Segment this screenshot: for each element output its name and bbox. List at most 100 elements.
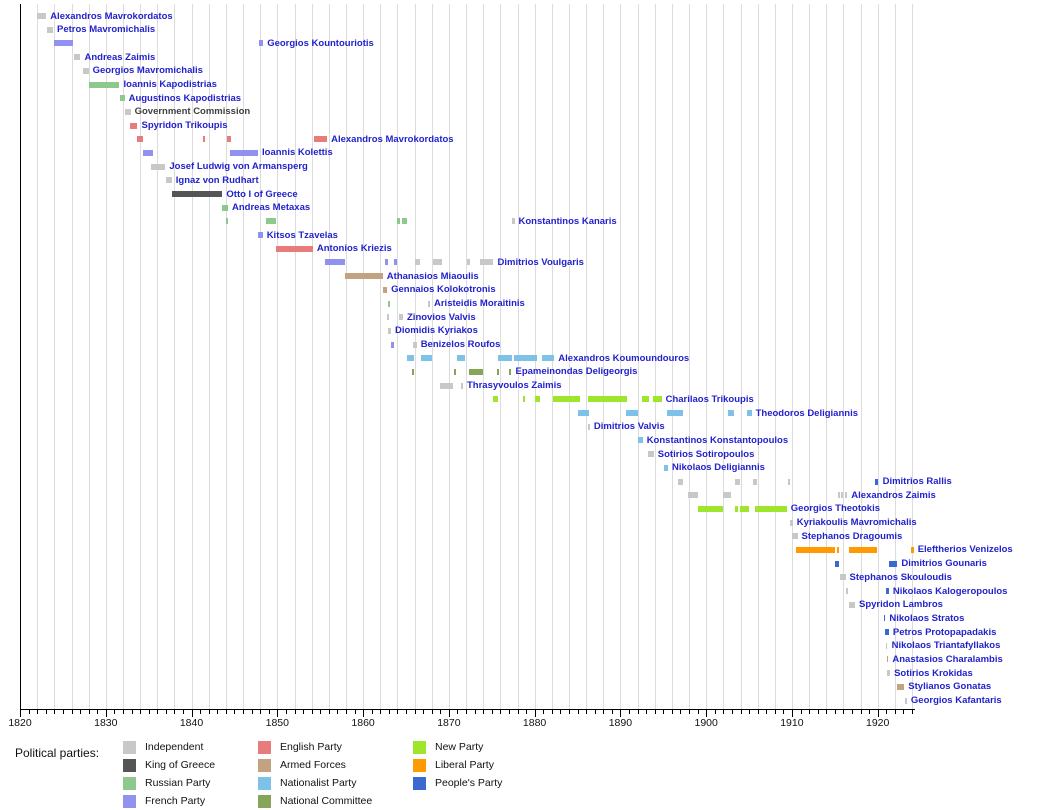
minor-tick <box>783 710 785 714</box>
person-label: Nikolaos Kalogeropoulos <box>892 585 1008 597</box>
gridline <box>757 4 759 709</box>
timeline-bar <box>541 355 555 362</box>
tick-label: 1860 <box>351 717 375 729</box>
gridline <box>877 4 879 709</box>
minor-tick <box>97 710 99 714</box>
timeline-bar <box>845 492 848 499</box>
timeline-bar <box>222 204 228 211</box>
minor-tick <box>543 710 545 714</box>
timeline-bar <box>722 492 731 499</box>
gridline <box>483 4 485 709</box>
minor-tick <box>731 710 733 714</box>
person-label: Konstantinos Konstantopoulos <box>646 434 789 446</box>
minor-tick <box>740 710 742 714</box>
timeline-bar <box>746 410 752 416</box>
tick-label: 1840 <box>179 717 204 729</box>
gridline <box>140 4 142 709</box>
gridline <box>37 4 39 709</box>
timeline-bar <box>397 218 401 225</box>
minor-tick <box>311 710 313 714</box>
gridline <box>706 4 708 709</box>
legend-label-nc: National Committee <box>280 795 373 807</box>
gridline <box>363 4 365 709</box>
gridline <box>294 4 296 709</box>
timeline-bar <box>849 546 877 553</box>
timeline-bar <box>266 218 277 225</box>
timeline-bar <box>641 396 649 403</box>
minor-tick <box>749 710 750 714</box>
timeline-bar <box>885 642 888 649</box>
minor-tick <box>912 710 913 714</box>
minor-tick <box>37 710 39 714</box>
minor-tick <box>45 710 47 714</box>
person-label: Kyriakoulis Mavromichalis <box>796 517 917 528</box>
timeline-bar <box>453 368 457 375</box>
timeline-bar <box>727 410 734 416</box>
minor-tick <box>860 710 862 714</box>
timeline-bar <box>415 259 421 266</box>
timeline-bar <box>469 368 484 375</box>
person-label: Ioannis Kapodistrias <box>123 79 217 90</box>
major-tick <box>877 710 879 717</box>
legend-label-arm: Armed Forces <box>280 759 346 771</box>
minor-tick <box>294 710 296 714</box>
minor-tick <box>603 710 605 714</box>
timeline-bar <box>896 683 905 690</box>
person-label: Dimitrios Gounaris <box>901 558 987 570</box>
person-label: Eleftherios Venizelos <box>917 544 1013 556</box>
minor-tick <box>766 710 768 714</box>
timeline-bar <box>387 314 389 321</box>
minor-tick <box>594 710 596 714</box>
gridline <box>586 4 588 709</box>
timeline-bar <box>577 410 589 416</box>
minor-tick <box>122 710 124 714</box>
person-label: Andreas Metaxas <box>232 202 311 214</box>
person-label: Diomidis Kyriakos <box>395 325 478 337</box>
person-label: Andreas Zaimis <box>84 51 156 63</box>
timeline-bar <box>411 368 415 375</box>
legend-swatch-eng <box>258 741 271 754</box>
timeline-bar <box>626 410 638 416</box>
timeline-bar <box>637 437 643 444</box>
timeline-bar <box>137 136 144 143</box>
major-tick <box>620 710 622 717</box>
timeline-bar <box>734 478 740 485</box>
timeline-bar <box>838 492 840 499</box>
timeline-bar <box>840 574 846 581</box>
minor-tick <box>457 710 459 714</box>
timeline-bar <box>480 259 494 266</box>
minor-tick <box>414 710 416 714</box>
minor-tick <box>629 710 630 714</box>
minor-tick <box>320 710 322 714</box>
person-label: Georgios Kountouriotis <box>267 37 374 49</box>
timeline-bar <box>511 218 515 225</box>
timeline-bar <box>387 300 390 307</box>
minor-tick <box>388 710 390 714</box>
person-label: Spyridon Lambros <box>859 599 943 611</box>
minor-tick <box>817 710 819 714</box>
minor-tick <box>757 710 759 714</box>
timeline-bar <box>226 136 231 143</box>
gridline <box>912 4 913 709</box>
timeline-bar <box>889 560 898 567</box>
minor-tick <box>423 710 425 714</box>
tick-label: 1850 <box>265 717 289 729</box>
person-label: Josef Ludwig von Armansperg <box>169 161 308 173</box>
legend-label-lib: Liberal Party <box>435 759 494 771</box>
gridline <box>380 4 382 709</box>
minor-tick <box>303 710 304 714</box>
gridline <box>431 4 433 709</box>
legend-label-peo: People's Party <box>435 777 503 789</box>
gridline <box>689 4 690 709</box>
timeline-bar <box>88 81 120 88</box>
person-label: Stylianos Gonatas <box>908 681 992 693</box>
person-label: Georgios Mavromichalis <box>92 65 203 77</box>
gridline <box>225 4 227 709</box>
timeline-bar <box>522 396 525 403</box>
timeline-bar <box>552 396 580 403</box>
timeline-bar <box>439 382 454 389</box>
timeline-bar <box>883 615 886 622</box>
person-label: Dimitrios Voulgaris <box>497 256 584 268</box>
timeline-bar <box>226 218 229 225</box>
minor-tick <box>208 710 210 714</box>
